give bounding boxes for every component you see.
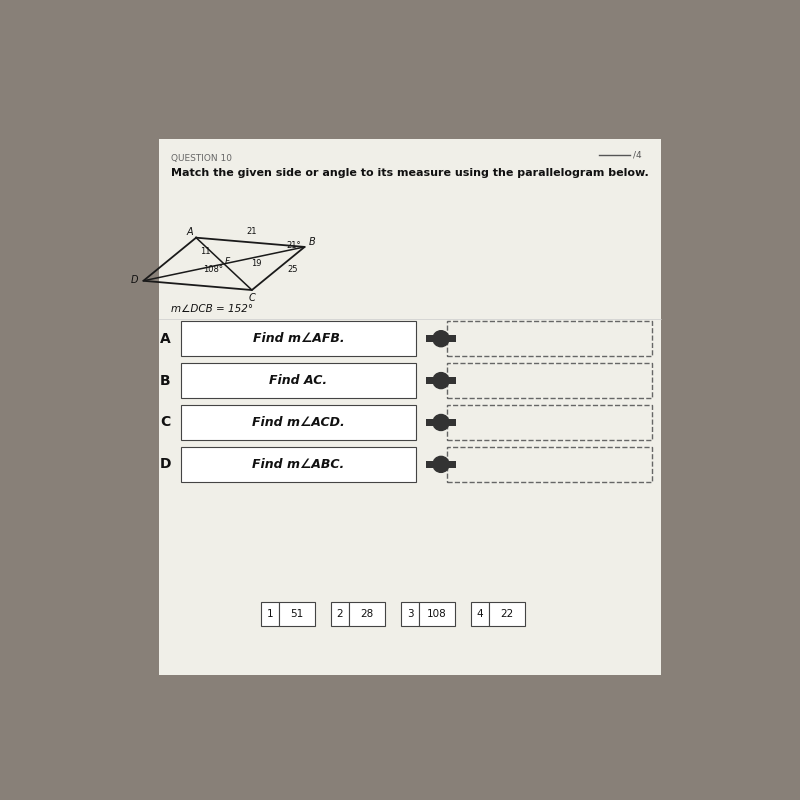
FancyBboxPatch shape — [447, 322, 652, 356]
Text: QUESTION 10: QUESTION 10 — [171, 154, 232, 162]
Text: 28: 28 — [360, 609, 374, 619]
FancyBboxPatch shape — [447, 406, 652, 440]
Text: C: C — [249, 293, 255, 303]
Text: A: A — [186, 226, 194, 237]
FancyBboxPatch shape — [471, 602, 489, 626]
FancyBboxPatch shape — [446, 418, 456, 426]
Text: 25: 25 — [287, 266, 298, 274]
Text: 4: 4 — [477, 609, 483, 619]
Text: Find AC.: Find AC. — [270, 374, 327, 387]
Circle shape — [433, 414, 449, 430]
FancyBboxPatch shape — [181, 406, 416, 440]
Text: B: B — [160, 374, 170, 387]
Text: C: C — [160, 415, 170, 430]
Text: D: D — [159, 458, 171, 471]
Text: 22: 22 — [500, 609, 514, 619]
FancyBboxPatch shape — [447, 447, 652, 482]
Text: 21°: 21° — [286, 241, 302, 250]
Text: 51: 51 — [290, 609, 303, 619]
FancyBboxPatch shape — [447, 363, 652, 398]
FancyBboxPatch shape — [181, 363, 416, 398]
Text: Find m∠ABC.: Find m∠ABC. — [252, 458, 345, 471]
FancyBboxPatch shape — [181, 447, 416, 482]
FancyBboxPatch shape — [446, 335, 456, 342]
FancyBboxPatch shape — [331, 602, 349, 626]
FancyBboxPatch shape — [262, 602, 278, 626]
FancyBboxPatch shape — [159, 139, 661, 675]
Text: 19: 19 — [251, 259, 262, 268]
FancyBboxPatch shape — [181, 322, 416, 356]
FancyBboxPatch shape — [446, 461, 456, 468]
Text: 21: 21 — [246, 227, 257, 236]
FancyBboxPatch shape — [426, 335, 436, 342]
FancyBboxPatch shape — [349, 602, 385, 626]
Circle shape — [433, 330, 449, 346]
FancyBboxPatch shape — [426, 461, 436, 468]
Text: /4: /4 — [634, 150, 642, 159]
FancyBboxPatch shape — [446, 377, 456, 384]
Text: m∠DCB = 152°: m∠DCB = 152° — [171, 303, 254, 314]
Text: 11: 11 — [200, 246, 210, 256]
Circle shape — [433, 456, 449, 472]
FancyBboxPatch shape — [426, 418, 436, 426]
Text: 108°: 108° — [203, 266, 223, 274]
Text: 108: 108 — [426, 609, 446, 619]
FancyBboxPatch shape — [489, 602, 525, 626]
Text: 3: 3 — [406, 609, 414, 619]
Text: A: A — [160, 332, 170, 346]
Text: Find m∠AFB.: Find m∠AFB. — [253, 332, 344, 346]
Text: B: B — [309, 237, 315, 247]
Text: D: D — [130, 274, 138, 285]
Text: Find m∠ACD.: Find m∠ACD. — [252, 416, 345, 429]
FancyBboxPatch shape — [418, 602, 454, 626]
FancyBboxPatch shape — [278, 602, 314, 626]
Circle shape — [433, 373, 449, 389]
Text: Match the given side or angle to its measure using the parallelogram below.: Match the given side or angle to its mea… — [171, 168, 649, 178]
Text: F: F — [225, 257, 230, 266]
Text: 2: 2 — [337, 609, 343, 619]
FancyBboxPatch shape — [426, 377, 436, 384]
FancyBboxPatch shape — [402, 602, 418, 626]
Text: 1: 1 — [266, 609, 273, 619]
